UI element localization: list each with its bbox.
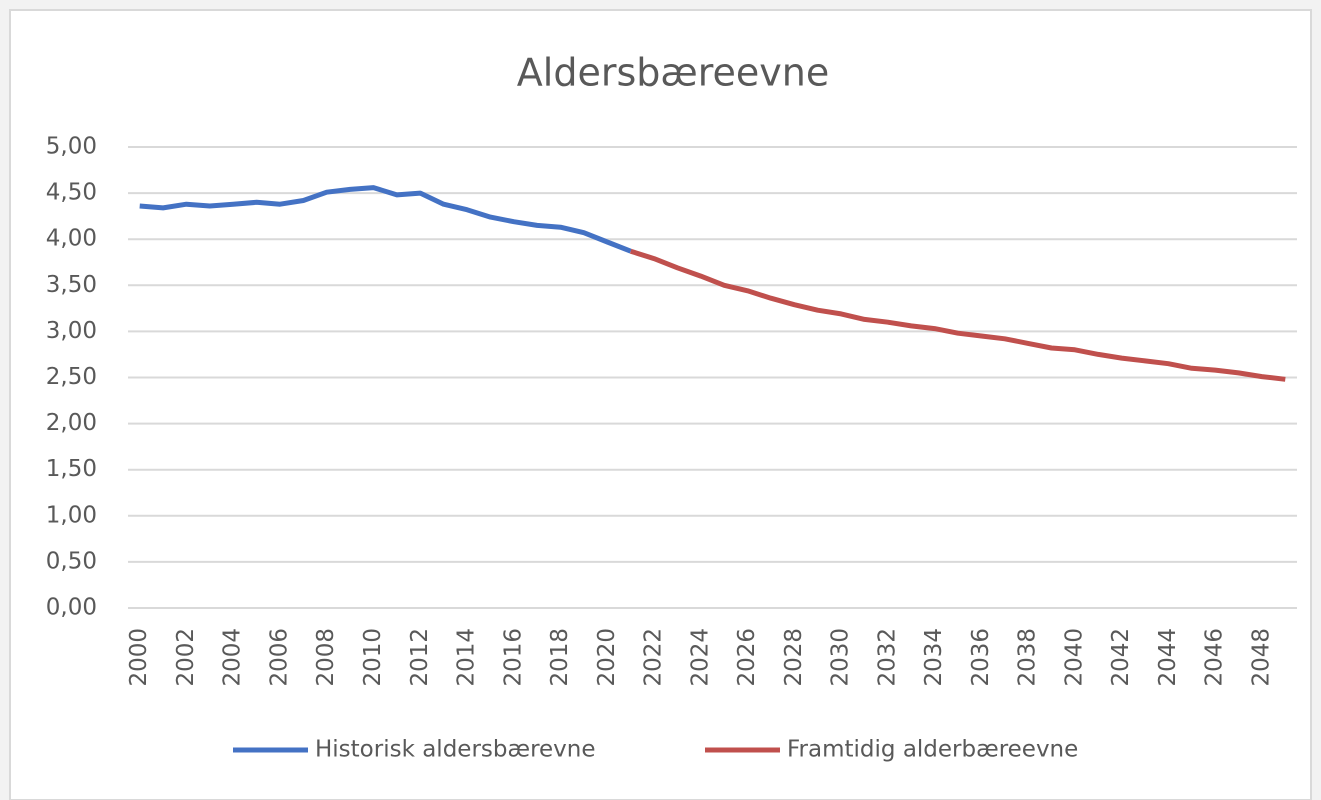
x-tick-label: 2030	[828, 628, 854, 687]
x-tick-label: 2020	[594, 628, 620, 687]
x-tick-label: 2000	[126, 628, 152, 687]
x-tick-label: 2018	[547, 628, 573, 687]
x-tick-label: 2014	[454, 628, 480, 687]
x-tick-label: 2034	[921, 628, 947, 687]
x-tick-label: 2046	[1202, 628, 1228, 687]
x-tick-label: 2026	[734, 628, 760, 687]
x-tick-label: 2032	[874, 628, 900, 687]
y-tick-label: 3,00	[46, 318, 97, 344]
y-tick-label: 4,00	[46, 226, 97, 252]
x-tick-label: 2044	[1155, 628, 1181, 687]
chart-area	[9, 9, 1312, 800]
x-tick-label: 2040	[1061, 628, 1087, 687]
x-tick-label: 2016	[500, 628, 526, 687]
y-tick-label: 1,50	[46, 456, 97, 482]
y-tick-label: 0,00	[46, 595, 97, 621]
series-line	[629, 248, 1286, 382]
y-tick-label: 2,50	[46, 364, 97, 390]
legend-label: Historisk aldersbærevne	[315, 737, 596, 763]
y-tick-label: 2,00	[46, 410, 97, 436]
x-tick-label: 2024	[687, 628, 713, 687]
x-tick-label: 2036	[968, 628, 994, 687]
x-tick-label: 2022	[641, 628, 667, 687]
x-tick-label: 2012	[407, 628, 433, 687]
x-tick-label: 2048	[1248, 628, 1274, 687]
y-tick-label: 5,00	[46, 134, 97, 160]
x-tick-label: 2038	[1015, 628, 1041, 687]
x-tick-label: 2006	[266, 628, 292, 687]
x-tick-label: 2028	[781, 628, 807, 687]
x-tick-label: 2010	[360, 628, 386, 687]
x-tick-label: 2004	[220, 628, 246, 687]
y-tick-label: 4,50	[46, 180, 97, 206]
x-tick-label: 2042	[1108, 628, 1134, 687]
legend-label: Framtidig alderbæreevne	[787, 737, 1078, 763]
y-tick-label: 1,00	[46, 502, 97, 528]
x-tick-label: 2002	[173, 628, 199, 687]
x-tick-label: 2008	[313, 628, 339, 687]
y-tick-label: 0,50	[46, 548, 97, 574]
series-line	[139, 185, 632, 254]
y-tick-label: 3,50	[46, 272, 97, 298]
chart-title: Aldersbæreevne	[517, 51, 829, 95]
